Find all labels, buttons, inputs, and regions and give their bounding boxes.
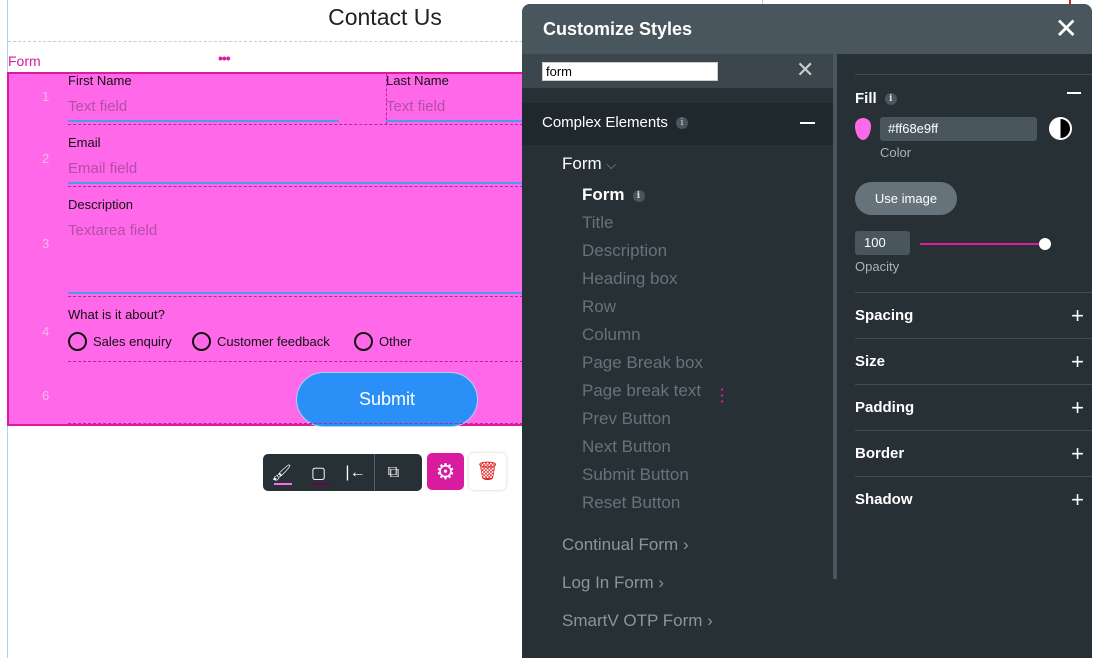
plus-icon: + [1071,394,1084,420]
form-element[interactable]: 1 First Name Text field Last Name Text f… [7,72,528,427]
last-name-field[interactable]: Text field [386,98,446,115]
opacity-label: Opacity [855,259,900,274]
group-log-in-form[interactable]: Log In Form › [562,573,665,592]
description-textarea[interactable]: Textarea field [68,222,158,239]
item-prev-button[interactable]: Prev Button [582,409,671,428]
radio-label: Other [379,334,412,349]
email-field[interactable]: Email field [68,160,138,177]
row-number: 1 [42,89,50,104]
element-toolbar: 🖌 ▢ |← ⧉ [263,454,422,491]
radio-sales-enquiry[interactable]: Sales enquiry [68,332,172,351]
external-link-icon[interactable]: ⧉ [387,463,400,481]
info-icon: i [632,189,645,202]
group-form[interactable]: Form ⌵ [562,154,616,174]
category-label: Complex Elements [542,114,668,131]
plus-icon: + [1071,302,1084,328]
page-title: Contact Us [328,4,442,30]
group-continual-form[interactable]: Continual Form › [562,535,689,554]
section-shadow[interactable]: Shadow + [855,476,1092,522]
customize-styles-panel: Customize Styles ✕ ✕ Complex Elements i F… [522,4,1092,658]
opacity-slider[interactable] [920,243,1045,245]
use-image-button[interactable]: Use image [855,182,957,215]
plus-icon: + [1071,440,1084,466]
opacity-slider-handle[interactable] [1039,238,1051,250]
clear-search-icon[interactable]: ✕ [796,57,815,82]
section-size[interactable]: Size + [855,338,1092,384]
item-submit-button[interactable]: Submit Button [582,465,689,484]
trash-icon[interactable]: 🗑 [469,453,506,490]
opacity-input[interactable]: 100 [855,231,910,255]
plus-icon: + [1071,348,1084,374]
row-number: 4 [42,324,50,339]
color-swatch-icon[interactable] [855,118,871,140]
item-title[interactable]: Title [582,213,614,232]
section-padding[interactable]: Padding + [855,384,1092,430]
collapse-icon[interactable] [1067,92,1081,94]
radio-customer-feedback[interactable]: Customer feedback [192,332,330,351]
align-left-icon[interactable]: |← [345,463,366,481]
plus-icon: + [1071,486,1084,512]
divider [8,41,528,42]
drag-handle-icon[interactable]: · · · [720,381,725,409]
item-row[interactable]: Row [582,297,617,316]
last-name-label: Last Name [386,73,449,88]
close-icon[interactable]: ✕ [1054,13,1078,44]
row-number: 2 [42,151,50,166]
radio-icon [192,332,211,351]
search-bar: ✕ [522,54,833,88]
radio-other[interactable]: Other [354,332,412,351]
group-smartv-otp-form[interactable]: SmartV OTP Form › [562,611,713,630]
item-reset-button[interactable]: Reset Button [582,493,681,512]
group-label: Form [562,154,602,173]
panel-title: Customize Styles [543,19,693,39]
first-name-label: First Name [68,73,132,88]
item-form[interactable]: Form i [582,185,645,205]
contrast-icon[interactable] [1049,117,1072,140]
email-label: Email [68,135,101,150]
item-description[interactable]: Description [582,241,668,260]
radio-label: Customer feedback [217,334,330,349]
item-page-break-box[interactable]: Page Break box [582,353,703,372]
form-label: Form [8,53,41,69]
radio-icon [68,332,87,351]
panel-header: Customize Styles ✕ [522,4,1092,54]
fill-icon[interactable]: 🖌 [263,454,300,491]
info-icon: i [884,93,897,106]
question-label: What is it about? [68,307,165,322]
category-complex-elements[interactable]: Complex Elements i [522,103,833,145]
color-label: Color [880,145,912,160]
item-next-button[interactable]: Next Button [582,437,671,456]
ellipsis-icon[interactable]: ••• [218,50,231,66]
search-input[interactable] [542,62,718,81]
first-name-field[interactable]: Text field [68,98,128,115]
item-heading-box[interactable]: Heading box [582,269,678,288]
section-spacing[interactable]: Spacing + [855,292,1092,338]
radio-label: Sales enquiry [93,334,172,349]
info-icon: i [675,117,688,130]
fill-section-title: Fill i [855,90,897,107]
item-column[interactable]: Column [582,325,641,344]
item-page-break-text[interactable]: Page break text [582,381,702,400]
radio-icon [354,332,373,351]
collapse-icon[interactable] [800,122,815,124]
description-label: Description [68,197,134,212]
border-icon[interactable]: ▢ [300,454,337,491]
chevron-down-icon: ⌵ [606,157,617,172]
scrollbar[interactable] [833,54,837,579]
section-border[interactable]: Border + [855,430,1092,476]
row-number: 6 [42,388,50,403]
row-number: 3 [42,236,50,251]
gear-icon[interactable]: ⚙ [427,453,464,490]
color-input[interactable]: #ff68e9ff [880,117,1037,141]
submit-button[interactable]: Submit [296,372,478,427]
